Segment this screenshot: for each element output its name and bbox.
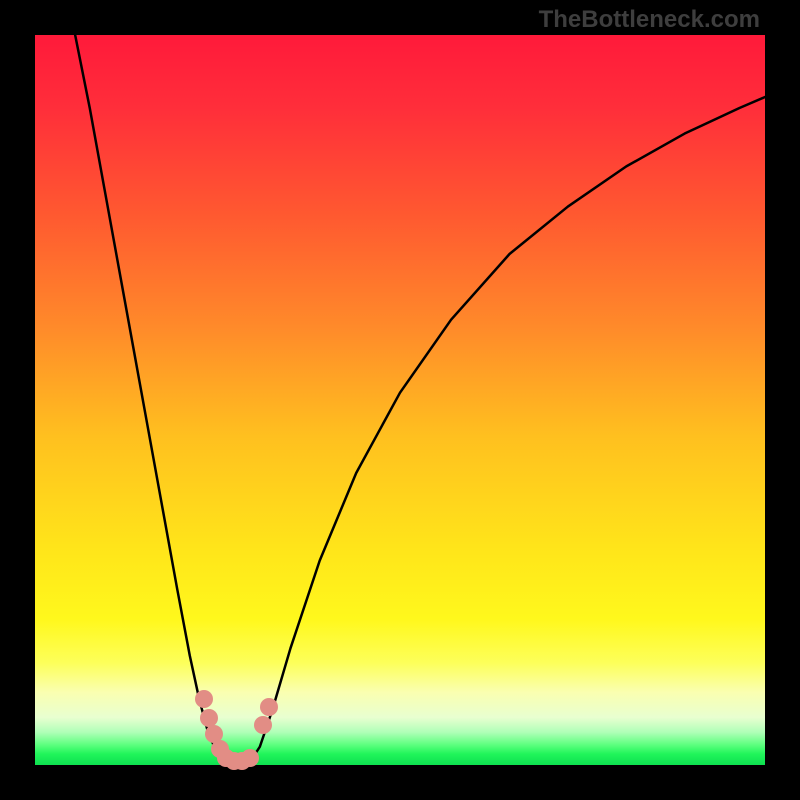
plot-area (35, 35, 765, 765)
data-marker (254, 716, 272, 734)
chart-canvas: TheBottleneck.com (0, 0, 800, 800)
watermark-text: TheBottleneck.com (539, 6, 760, 34)
data-marker (241, 749, 259, 767)
data-marker (260, 698, 278, 716)
data-marker (195, 690, 213, 708)
data-marker (200, 709, 218, 727)
